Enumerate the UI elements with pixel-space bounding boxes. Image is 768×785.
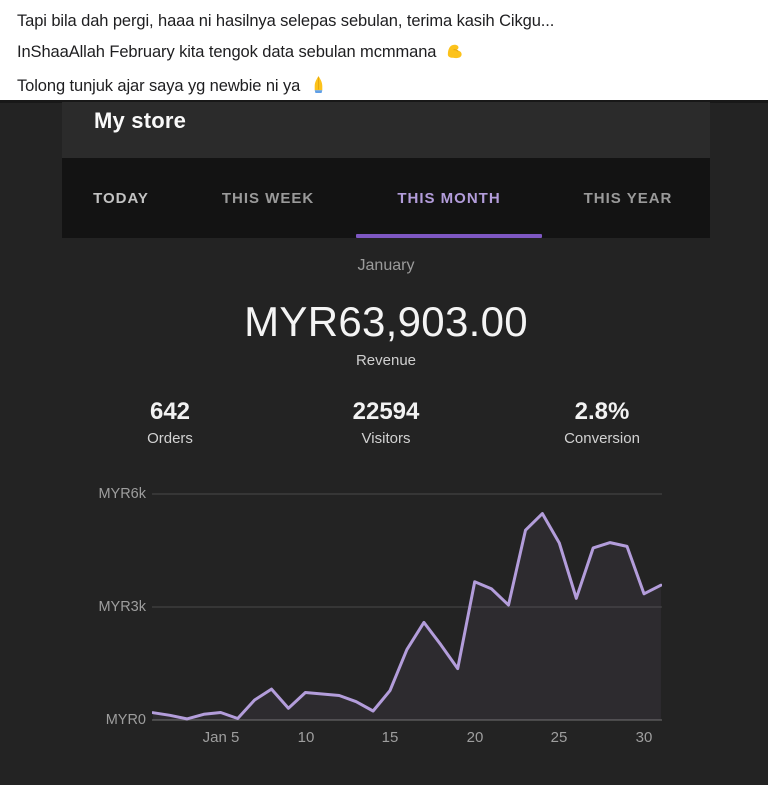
y-axis-tick-3k: MYR3k	[98, 599, 146, 615]
orders-value: 642	[149, 398, 191, 425]
visitors-label: Visitors	[361, 430, 411, 447]
post-line-2: InShaaAllah February kita tengok data se…	[17, 37, 754, 71]
post-line-1-text: Tapi bila dah pergi, haaa ni hasilnya se…	[17, 12, 555, 30]
revenue-line	[152, 512, 662, 721]
tab-this-year[interactable]: THIS YEAR	[583, 189, 673, 207]
x-axis-tick-jan5: Jan 5	[202, 729, 240, 746]
orders-label: Orders	[147, 430, 193, 447]
y-axis-tick-6k: MYR6k	[98, 486, 146, 502]
app-header: My store	[62, 102, 710, 158]
x-axis-tick-15: 15	[381, 729, 399, 746]
tab-this-week[interactable]: THIS WEEK	[221, 189, 315, 207]
period-label: January	[357, 257, 415, 274]
post-text: Tapi bila dah pergi, haaa ni hasilnya se…	[0, 0, 768, 100]
visitors-value: 22594	[352, 398, 420, 425]
revenue-area-fill	[153, 513, 661, 720]
tab-today[interactable]: TODAY	[93, 189, 149, 207]
post-line-2-text: InShaaAllah February kita tengok data se…	[17, 42, 437, 61]
x-axis-tick-25: 25	[550, 729, 568, 746]
conversion-value: 2.8%	[574, 398, 630, 425]
flexed-biceps-emoji	[445, 40, 464, 71]
post-line-3-text: Tolong tunjuk ajar saya yg newbie ni ya	[17, 76, 301, 95]
screenshot-top-edge	[0, 100, 768, 103]
stats-row: 642 Orders 22594 Visitors 2.8% Conversio…	[62, 397, 710, 447]
stat-visitors: 22594 Visitors	[278, 397, 494, 447]
conversion-label: Conversion	[564, 430, 640, 447]
x-axis-tick-10: 10	[297, 729, 315, 746]
store-dashboard-screenshot: My store TODAY THIS WEEK THIS MONTH THIS…	[0, 100, 768, 785]
stat-orders: 642 Orders	[62, 397, 278, 447]
revenue-label: Revenue	[355, 352, 417, 369]
post-line-1: Tapi bila dah pergi, haaa ni hasilnya se…	[17, 6, 754, 37]
post-line-3: Tolong tunjuk ajar saya yg newbie ni ya	[17, 71, 754, 105]
folded-hands-emoji	[309, 74, 328, 105]
revenue-line-chart	[152, 493, 662, 721]
x-axis-tick-20: 20	[466, 729, 484, 746]
x-axis-tick-30: 30	[635, 729, 653, 746]
store-title: My store	[94, 108, 187, 133]
revenue-value: MYR63,903.00	[244, 298, 528, 345]
stat-conversion: 2.8% Conversion	[494, 397, 710, 447]
period-tab-bar: TODAY THIS WEEK THIS MONTH THIS YEAR	[62, 158, 710, 238]
y-axis-tick-0: MYR0	[105, 712, 146, 728]
tab-this-month[interactable]: THIS MONTH	[397, 189, 501, 207]
active-tab-underline	[356, 234, 542, 238]
